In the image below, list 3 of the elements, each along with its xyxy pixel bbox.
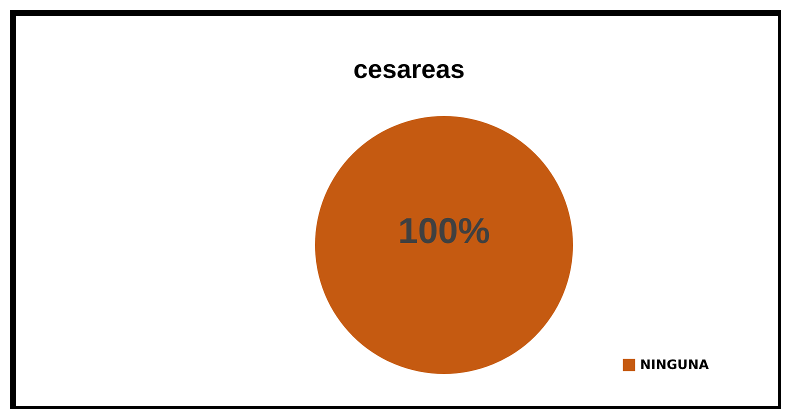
legend-label: NINGUNA [640, 358, 709, 373]
chart-title: cesareas [353, 54, 465, 84]
data-label: 100% [398, 210, 490, 251]
